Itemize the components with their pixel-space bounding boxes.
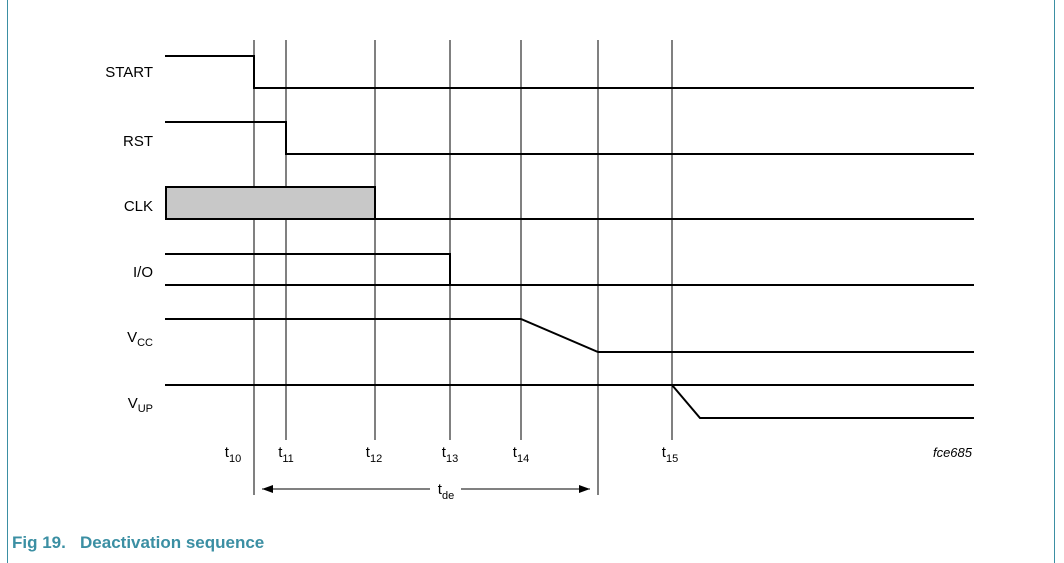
signal-label-clk: CLK	[124, 198, 153, 215]
figure-caption: Fig 19. Deactivation sequence	[12, 533, 265, 552]
figure-code: fce685	[933, 445, 973, 460]
io-waveform-high	[165, 253, 451, 285]
time-label-t11: t11	[278, 444, 294, 465]
time-label-t13: t13	[442, 444, 458, 465]
vup-fall-line	[671, 384, 974, 419]
time-label-t10: t10	[225, 444, 241, 465]
time-marker-lines	[253, 40, 673, 495]
signal-label-vup: VUP	[128, 395, 153, 415]
signal-label-vcc: VCC	[127, 329, 153, 349]
time-label-t14: t14	[513, 444, 529, 465]
time-label-t12: t12	[366, 444, 382, 465]
time-label-t15: t15	[662, 444, 678, 465]
rst-waveform	[165, 121, 974, 155]
start-waveform	[165, 55, 974, 89]
figure-frame	[7, 0, 1055, 563]
signal-label-io: I/O	[133, 264, 153, 281]
vcc-waveform	[165, 318, 974, 353]
signal-label-start: START	[105, 64, 153, 81]
signal-label-rst: RST	[123, 133, 153, 150]
duration-label-tde: tde	[438, 481, 454, 502]
timing-diagram: START RST CLK I/O VCC VUP t10 t11 t12 t1…	[105, 40, 974, 502]
clk-active-block	[165, 186, 376, 220]
